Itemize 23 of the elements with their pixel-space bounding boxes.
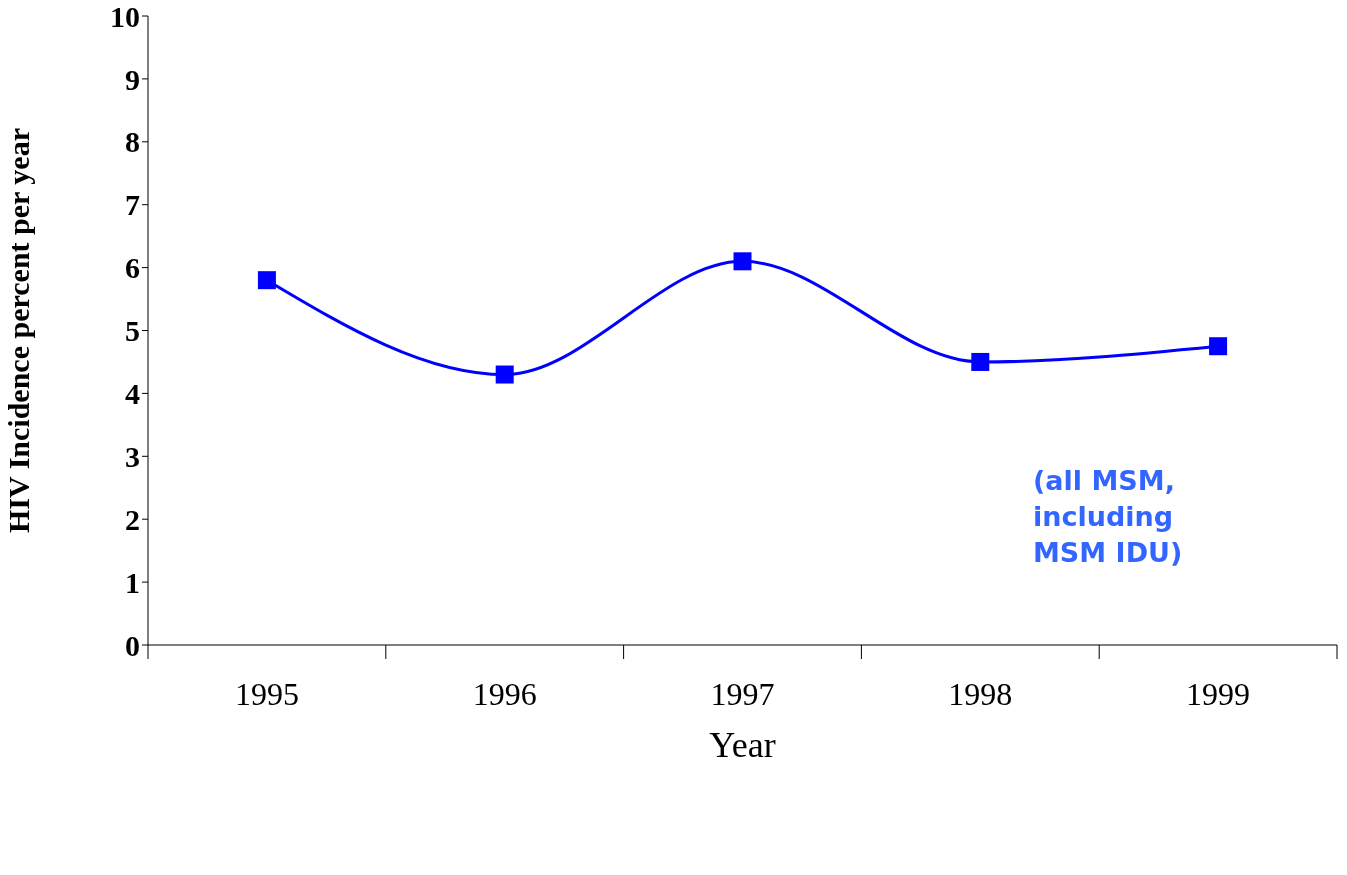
y-tick-label: 3 xyxy=(125,439,140,473)
x-tick-label: 1996 xyxy=(472,676,537,712)
y-tick-label: 1 xyxy=(125,565,140,599)
y-tick-label: 4 xyxy=(125,377,140,411)
point xyxy=(971,352,990,371)
x-tick-label: 1998 xyxy=(948,676,1013,712)
x-tick-label: 1997 xyxy=(710,676,775,712)
y-tick-label: 9 xyxy=(125,62,140,96)
y-axis-title: HIV Incidence percent per year xyxy=(1,128,35,533)
annotation: (all MSM, including MSM IDU) xyxy=(1033,464,1184,570)
y-tick-label: 6 xyxy=(125,251,140,285)
x-axis-title: Year xyxy=(709,725,776,765)
point xyxy=(257,271,276,290)
y-tick-label: 7 xyxy=(125,188,140,222)
x-tick-label: 1999 xyxy=(1186,676,1251,712)
y-tick-label: 2 xyxy=(125,502,140,536)
y-tick-label: 5 xyxy=(125,314,140,348)
y-tick-label: 8 xyxy=(125,125,140,159)
x-tick-label: 1995 xyxy=(234,676,299,712)
point xyxy=(495,365,514,384)
y-tick-label: 0 xyxy=(125,628,140,662)
point xyxy=(1209,337,1228,356)
point xyxy=(733,252,752,271)
